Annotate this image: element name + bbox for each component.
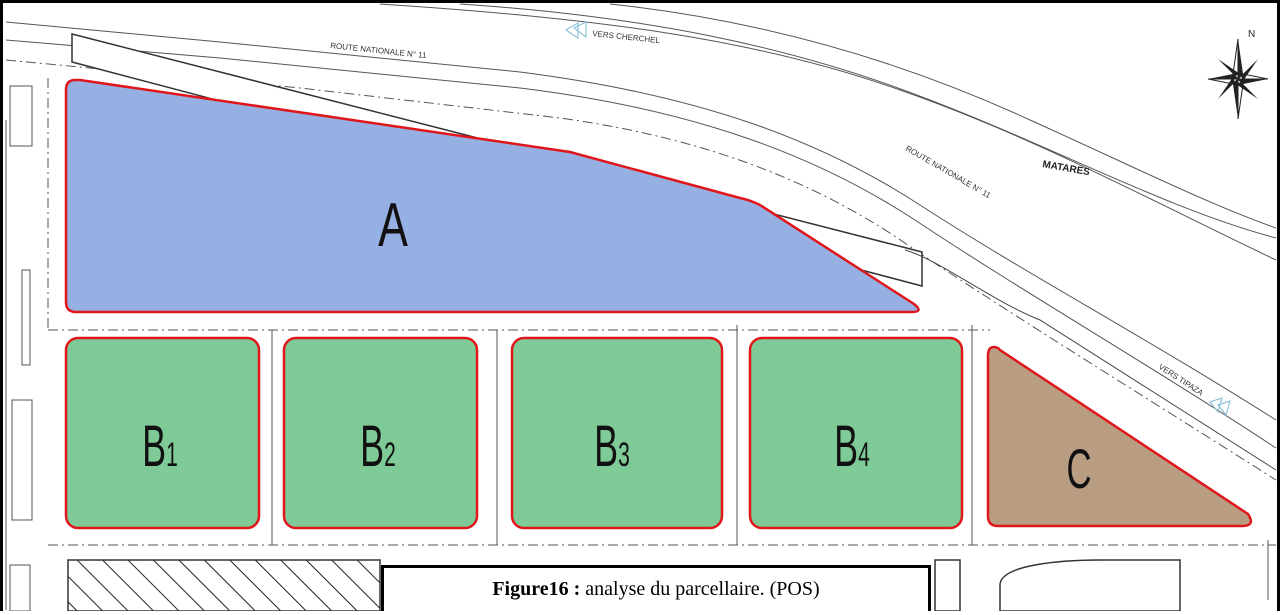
parcel-labels: A B1 B2 B3 B4 C [142, 191, 1091, 500]
parcel-label-c: C [1066, 438, 1091, 501]
parcel-label-b2: B2 [360, 414, 396, 479]
caption-number: Figure16 : [492, 578, 581, 600]
parcel-label-a: A [378, 191, 408, 260]
north-label: N [1248, 29, 1255, 40]
road-network [5, 3, 1277, 610]
direction-arrow-cherchel [564, 21, 587, 40]
parcel-label-b4: B4 [834, 414, 870, 479]
parcel-b4 [748, 336, 964, 530]
parcel-label-b1: B1 [142, 414, 178, 479]
parcel-b3 [510, 336, 724, 530]
road-edge [904, 249, 1277, 471]
direction-arrow-tipaza [1208, 397, 1231, 417]
caption-text: analyse du parcellaire. (POS) [580, 578, 820, 600]
north-arrow-icon: N [1207, 29, 1269, 120]
parcel-b2 [282, 336, 479, 530]
parcel-label-b3: B3 [594, 414, 630, 479]
parcel-b1 [64, 336, 261, 530]
figure-caption: Figure16 : analyse du parcellaire. (POS) [381, 565, 931, 611]
parcel-c [986, 345, 1253, 528]
bottom-blocks [67, 559, 1181, 612]
parcels [64, 78, 1253, 530]
parcel-a [64, 78, 920, 314]
